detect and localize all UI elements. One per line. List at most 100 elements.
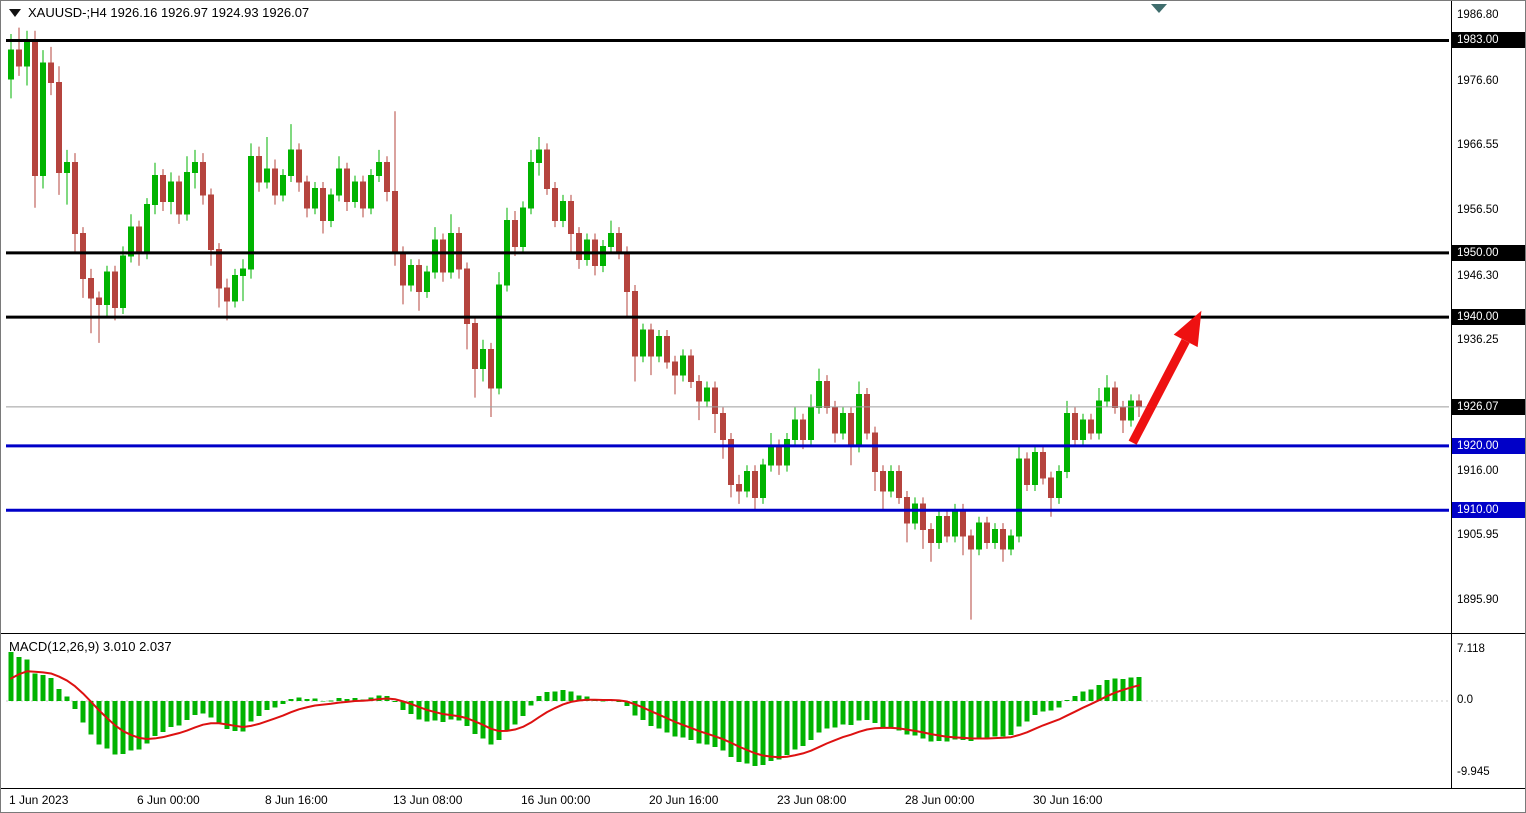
macd-histogram: [8, 652, 1142, 767]
macd-bar: [792, 701, 798, 750]
candle-body: [208, 194, 214, 251]
candle-body: [1040, 451, 1046, 479]
candle-body: [816, 381, 822, 408]
candle-body: [1056, 471, 1062, 498]
candle-body: [696, 381, 702, 402]
macd-bar: [904, 701, 910, 735]
macd-bar: [24, 659, 30, 701]
candle-body: [744, 471, 750, 492]
macd-bar: [144, 701, 150, 744]
macd-bar: [688, 701, 694, 740]
candle-body: [48, 62, 54, 83]
macd-bar: [960, 701, 966, 740]
macd-bar: [128, 701, 134, 751]
macd-bar: [616, 701, 622, 702]
macd-bar: [440, 701, 446, 723]
candle-body: [952, 509, 958, 537]
macd-bar: [1032, 701, 1038, 715]
macd-bar: [624, 701, 630, 707]
candle-body: [1000, 529, 1006, 550]
macd-bar: [872, 701, 878, 724]
macd-bar: [640, 701, 646, 721]
macd-bar: [272, 701, 278, 708]
candle-body: [336, 168, 342, 196]
macd-bar: [232, 701, 238, 732]
candle-body: [1096, 400, 1102, 434]
macd-bar: [680, 701, 686, 738]
candle-body: [560, 200, 566, 222]
candle-body: [424, 271, 430, 292]
candle-body: [232, 274, 238, 302]
candle-body: [888, 471, 894, 492]
macd-bar: [520, 701, 526, 717]
candle-body: [8, 49, 14, 80]
macd-bar: [928, 701, 934, 742]
candle-body: [984, 522, 990, 543]
macd-bar: [256, 701, 262, 716]
trend-arrow[interactable]: [1128, 310, 1202, 445]
macd-bar: [304, 699, 310, 701]
macd-bar: [192, 701, 198, 715]
macd-bar: [632, 701, 638, 716]
macd-bar: [112, 701, 118, 755]
candle-body: [1104, 387, 1110, 402]
macd-bar: [560, 689, 566, 701]
macd-bar: [80, 701, 86, 723]
candle-body: [824, 381, 830, 408]
candle-body: [656, 335, 662, 357]
candle-body: [880, 471, 886, 492]
level-badge: 1940.00: [1452, 309, 1525, 326]
macd-bar: [736, 701, 742, 763]
macd-bar: [240, 701, 246, 732]
candle-body: [512, 220, 518, 247]
chart-shift-icon[interactable]: [1151, 4, 1167, 13]
candle-body: [224, 287, 230, 302]
macd-bar: [840, 701, 846, 725]
candle-body: [688, 355, 694, 383]
macd-bar: [1096, 684, 1102, 701]
macd-bar: [1080, 691, 1086, 701]
macd-axis-label: 0.0: [1457, 694, 1473, 706]
macd-bar: [512, 701, 518, 725]
candle-body: [1064, 413, 1070, 473]
macd-bar: [744, 701, 750, 764]
candle-body: [664, 335, 670, 363]
macd-axis-label: -9.945: [1457, 765, 1490, 778]
macd-bar: [536, 695, 542, 701]
candle-body: [784, 438, 790, 466]
macd-bar: [288, 698, 294, 701]
macd-bar: [976, 701, 982, 739]
candle-body: [32, 39, 38, 177]
candle-body: [352, 181, 358, 202]
macd-bar: [848, 701, 854, 726]
macd-bar: [48, 678, 54, 701]
candle-body: [632, 290, 638, 357]
macd-bar: [824, 701, 830, 729]
candle-body: [808, 406, 814, 440]
indicator-pane-separator[interactable]: [1, 633, 1525, 634]
time-axis-label: 6 Jun 00:00: [137, 793, 200, 807]
macd-bar: [400, 701, 406, 710]
level-badge: 1920.00: [1452, 437, 1525, 454]
macd-bar: [768, 701, 774, 762]
candle-body: [552, 187, 558, 222]
macd-bar: [40, 674, 46, 701]
price-axis-label: 1966.55: [1457, 139, 1499, 152]
macd-bar: [1016, 701, 1022, 727]
symbol-marker-icon: [9, 8, 21, 17]
candle-body: [864, 393, 870, 434]
macd-bar: [464, 701, 470, 727]
candle-body: [320, 187, 326, 222]
candle-body: [360, 181, 366, 209]
candle-body: [528, 162, 534, 209]
macd-bar: [1040, 701, 1046, 712]
candle-body: [264, 168, 270, 183]
candle-body: [1024, 458, 1030, 486]
candle-body: [752, 471, 758, 498]
macd-bar: [1056, 701, 1062, 708]
price-axis-label: 1895.90: [1457, 593, 1499, 606]
candle-body: [1016, 458, 1022, 537]
chart-canvas[interactable]: [1, 1, 1526, 787]
macd-bar: [856, 701, 862, 721]
macd-bar: [336, 697, 342, 701]
